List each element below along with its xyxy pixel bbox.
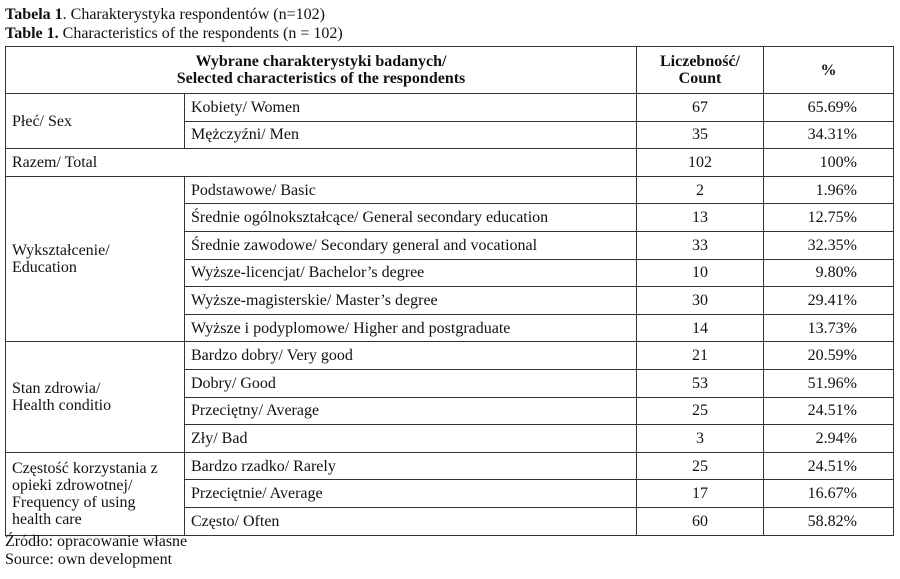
table-row: Płeć/ Sex Kobiety/ Women 67 65.69% <box>5 92 894 150</box>
count-cell: 10 <box>636 258 764 288</box>
table-row: Średnie ogólnokształcące/ General second… <box>6 203 894 232</box>
count-cell: 30 <box>636 286 764 315</box>
total-label: Razem/ Total <box>5 148 637 177</box>
count-cell: 2 <box>636 175 764 205</box>
percent-cell: 32.35% <box>763 230 894 260</box>
group-label: Płeć/ Sex <box>5 92 185 150</box>
table-caption-polish: Tabela 1. Charakterystyka respondentów (… <box>5 6 325 24</box>
header-count: Liczebność/ Count <box>636 46 764 94</box>
count-cell: 14 <box>636 313 764 343</box>
group-label: Stan zdrowia/ Health conditio <box>5 341 185 453</box>
category-label: Przeciętny/ Average <box>184 396 637 426</box>
category-label: Kobiety/ Women <box>184 93 637 122</box>
table-row: Częstość korzystania z opieki zdrowotnej… <box>5 451 894 536</box>
table-row: Dobry/ Good 53 51.96% <box>6 368 894 398</box>
percent-cell: 2.94% <box>763 424 894 453</box>
table-row: Wyższe-magisterskie/ Master’s degree 30 29… <box>6 286 894 315</box>
count-cell: 21 <box>636 341 764 370</box>
respondents-table: Wybrane charakterystyki badanych/ Select… <box>5 46 894 536</box>
category-label: Bardzo dobry/ Very good <box>184 341 637 370</box>
header-percent: % <box>763 46 894 94</box>
count-cell: 53 <box>636 368 764 398</box>
percent-cell: 51.96% <box>763 368 894 398</box>
percent-cell: 16.67% <box>763 479 894 508</box>
percent-cell: 58.82% <box>763 506 894 536</box>
category-label: Mężczyźni/ Men <box>184 120 637 150</box>
header-characteristics: Wybrane charakterystyki badanych/ Select… <box>5 46 637 94</box>
percent-cell: 12.75% <box>763 203 894 232</box>
count-cell: 102 <box>636 148 764 177</box>
count-cell: 60 <box>636 506 764 536</box>
count-cell: 17 <box>636 479 764 508</box>
percent-cell: 29.41% <box>763 286 894 315</box>
count-cell: 25 <box>636 451 764 481</box>
table-row: Stan zdrowia/ Health conditio Bardzo dobr… <box>5 341 894 453</box>
table-row: Mężczyźni/ Men 35 34.31% <box>6 120 894 150</box>
table-row: Wyższe i podyplomowe/ Higher and postgra… <box>6 313 894 343</box>
table-row: Przeciętny/ Average 25 24.51% <box>6 396 894 426</box>
percent-cell: 1.96% <box>763 175 894 205</box>
count-cell: 3 <box>636 424 764 453</box>
caption-text: . Charakterystyka respondentów (n=102) <box>62 6 325 23</box>
source-note-english: Source: own development <box>5 551 173 568</box>
category-label: Przeciętnie/ Average <box>184 479 637 508</box>
category-label: Podstawowe/ Basic <box>184 175 637 205</box>
category-label: Średnie zawodowe/ Secondary general and … <box>184 230 637 260</box>
count-cell: 35 <box>636 120 764 150</box>
count-cell: 33 <box>636 230 764 260</box>
percent-cell: 100% <box>763 148 894 177</box>
table-row: Razem/ Total 102 100% <box>5 148 894 177</box>
category-label: Zły/ Bad <box>184 424 637 453</box>
header-row: Wybrane charakterystyki badanych/ Select… <box>5 46 894 94</box>
table-body: Płeć/ Sex Kobiety/ Women 67 65.69% Mężczyźni… <box>5 92 894 536</box>
caption-label: Tabela 1 <box>5 6 63 23</box>
group-label: Częstość korzystania z opieki zdrowotnej… <box>5 451 185 536</box>
count-cell: 67 <box>636 93 764 122</box>
percent-cell: 13.73% <box>763 313 894 343</box>
count-cell: 25 <box>636 396 764 426</box>
percent-cell: 9.80% <box>763 258 894 288</box>
caption-label: Table 1. <box>5 25 59 42</box>
percent-cell: 20.59% <box>763 341 894 370</box>
category-label: Wyższe i podyplomowe/ Higher and postgra… <box>184 313 637 343</box>
category-label: Często/ Often <box>184 506 637 536</box>
category-label: Dobry/ Good <box>184 368 637 398</box>
table-caption-english: Table 1. Characteristics of the responde… <box>5 25 343 43</box>
table-row: Wykształcenie/ Education Podstawowe/ Basi… <box>5 175 894 343</box>
table-row: Zły/ Bad 3 2.94% <box>6 424 894 453</box>
table-row: Średnie zawodowe/ Secondary general and … <box>6 230 894 260</box>
percent-cell: 34.31% <box>763 120 894 150</box>
category-label: Średnie ogólnokształcące/ General second… <box>184 203 637 232</box>
group-label: Wykształcenie/ Education <box>5 175 185 343</box>
category-label: Bardzo rzadko/ Rarely <box>184 451 637 481</box>
percent-cell: 24.51% <box>763 396 894 426</box>
category-label: Wyższe-licencjat/ Bachelor’s degree <box>184 258 637 288</box>
caption-text: Characteristics of the respondents (n = … <box>58 25 343 42</box>
category-label: Wyższe-magisterskie/ Master’s degree <box>184 286 637 315</box>
table-row: Wyższe-licencjat/ Bachelor’s degree 10 9.8… <box>6 258 894 288</box>
percent-cell: 24.51% <box>763 451 894 481</box>
table-row: Często/ Often 60 58.82% <box>6 506 894 536</box>
source-note-polish: Źródło: opracowanie własne <box>5 533 188 550</box>
count-cell: 13 <box>636 203 764 232</box>
percent-cell: 65.69% <box>763 93 894 122</box>
